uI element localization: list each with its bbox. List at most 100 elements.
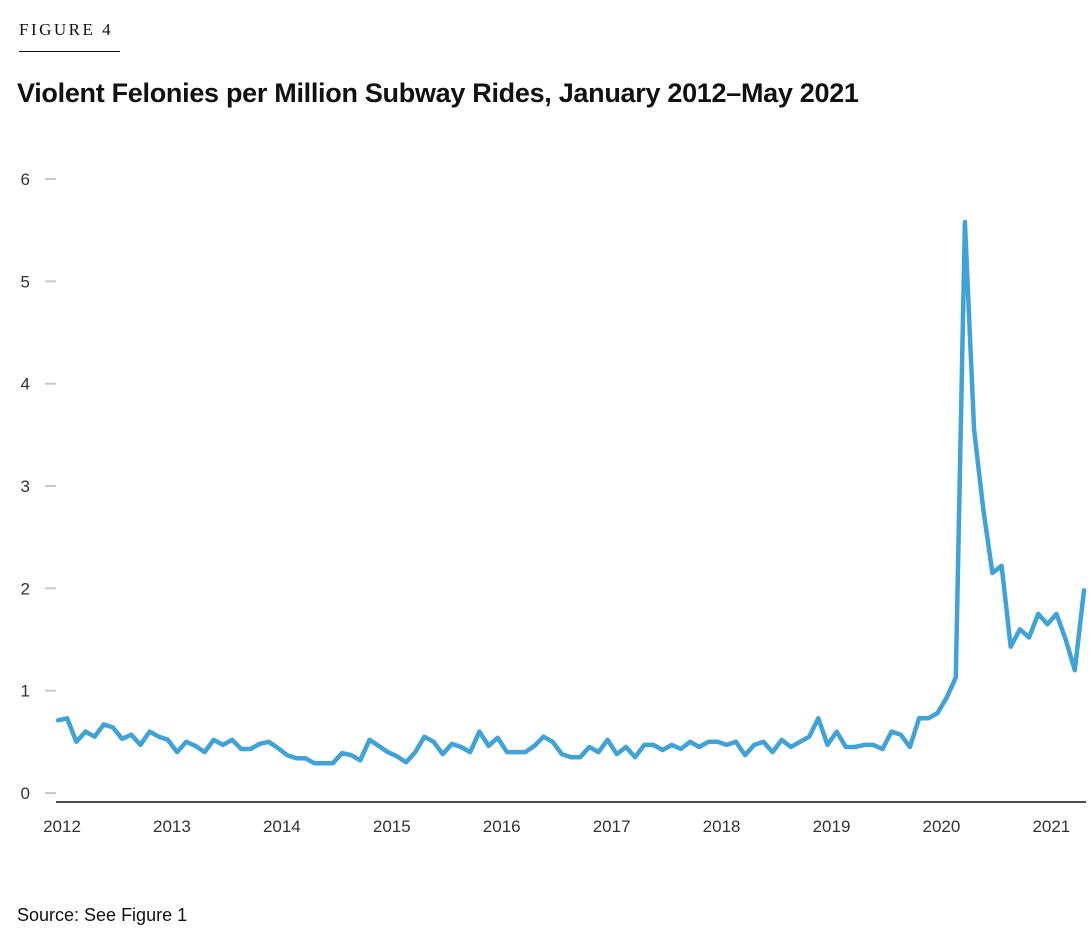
data-point: [670, 743, 674, 747]
data-point: [266, 740, 270, 744]
data-point: [743, 753, 747, 757]
data-point: [752, 743, 756, 747]
x-tick-label: 2018: [703, 817, 741, 836]
data-point: [1073, 668, 1077, 672]
data-point: [56, 718, 60, 722]
figure-label-rule: [19, 51, 120, 52]
data-point: [102, 722, 106, 726]
data-point: [74, 740, 78, 744]
data-point: [999, 564, 1003, 568]
data-point: [734, 740, 738, 744]
data-point: [459, 745, 463, 749]
data-point: [202, 750, 206, 754]
data-point: [578, 755, 582, 759]
data-point: [514, 750, 518, 754]
data-point: [120, 737, 124, 741]
data-point: [450, 742, 454, 746]
data-point: [770, 750, 774, 754]
data-point: [486, 744, 490, 748]
data-point: [917, 716, 921, 720]
series-layer: [55, 219, 1087, 766]
data-point: [111, 725, 115, 729]
y-tick-label: 6: [21, 170, 30, 189]
data-point: [1082, 588, 1086, 592]
data-point: [367, 738, 371, 742]
source-note: Source: See Figure 1: [17, 905, 188, 925]
data-point: [624, 745, 628, 749]
data-point: [1009, 644, 1013, 648]
data-point: [157, 735, 161, 739]
x-tick-label: 2021: [1032, 817, 1070, 836]
data-point: [395, 754, 399, 758]
data-point: [541, 735, 545, 739]
data-point: [615, 752, 619, 756]
data-point: [990, 571, 994, 575]
data-point: [1063, 637, 1067, 641]
data-point: [880, 747, 884, 751]
data-point: [816, 716, 820, 720]
data-point: [569, 755, 573, 759]
data-point: [761, 740, 765, 744]
x-tick-label: 2016: [483, 817, 521, 836]
data-point: [944, 696, 948, 700]
data-point: [230, 738, 234, 742]
data-point: [505, 750, 509, 754]
data-point: [184, 740, 188, 744]
x-tick-label: 2015: [373, 817, 411, 836]
data-point: [550, 740, 554, 744]
y-tick-label: 3: [21, 477, 30, 496]
data-point: [642, 743, 646, 747]
data-point: [257, 742, 261, 746]
data-point: [633, 755, 637, 759]
data-point: [725, 743, 729, 747]
data-point: [340, 751, 344, 755]
data-point: [65, 716, 69, 720]
data-point: [844, 745, 848, 749]
y-axis: 0 1 2 3 4 5 6: [21, 170, 56, 803]
data-point: [981, 506, 985, 510]
data-point: [706, 740, 710, 744]
data-point: [376, 744, 380, 748]
data-point: [496, 736, 500, 740]
y-tick-label: 5: [21, 272, 30, 291]
data-point: [138, 743, 142, 747]
data-point: [303, 756, 307, 760]
data-point: [523, 750, 527, 754]
data-point: [193, 744, 197, 748]
data-point: [431, 740, 435, 744]
data-point: [908, 745, 912, 749]
data-point: [248, 747, 252, 751]
data-point: [697, 745, 701, 749]
figure-label: FIGURE 4: [19, 20, 114, 39]
data-point: [294, 756, 298, 760]
data-point: [871, 743, 875, 747]
data-point: [715, 740, 719, 744]
data-point: [688, 740, 692, 744]
data-point: [349, 753, 353, 757]
x-tick-label: 2012: [43, 817, 81, 836]
data-point: [954, 675, 958, 679]
data-point: [276, 746, 280, 750]
data-point: [404, 760, 408, 764]
data-point: [889, 729, 893, 733]
data-point: [83, 729, 87, 733]
data-point: [175, 750, 179, 754]
data-point: [605, 738, 609, 742]
data-point: [221, 743, 225, 747]
data-point: [853, 745, 857, 749]
data-point: [798, 740, 802, 744]
data-point: [147, 729, 151, 733]
data-point: [660, 748, 664, 752]
data-point: [477, 729, 481, 733]
data-point: [789, 745, 793, 749]
data-point: [285, 753, 289, 757]
data-point: [1027, 635, 1031, 639]
y-tick-label: 1: [21, 682, 30, 701]
data-point: [807, 735, 811, 739]
data-point: [1045, 622, 1049, 626]
x-tick-label: 2017: [593, 817, 631, 836]
data-point: [834, 729, 838, 733]
data-point: [935, 711, 939, 715]
data-point: [926, 716, 930, 720]
data-point: [331, 761, 335, 765]
